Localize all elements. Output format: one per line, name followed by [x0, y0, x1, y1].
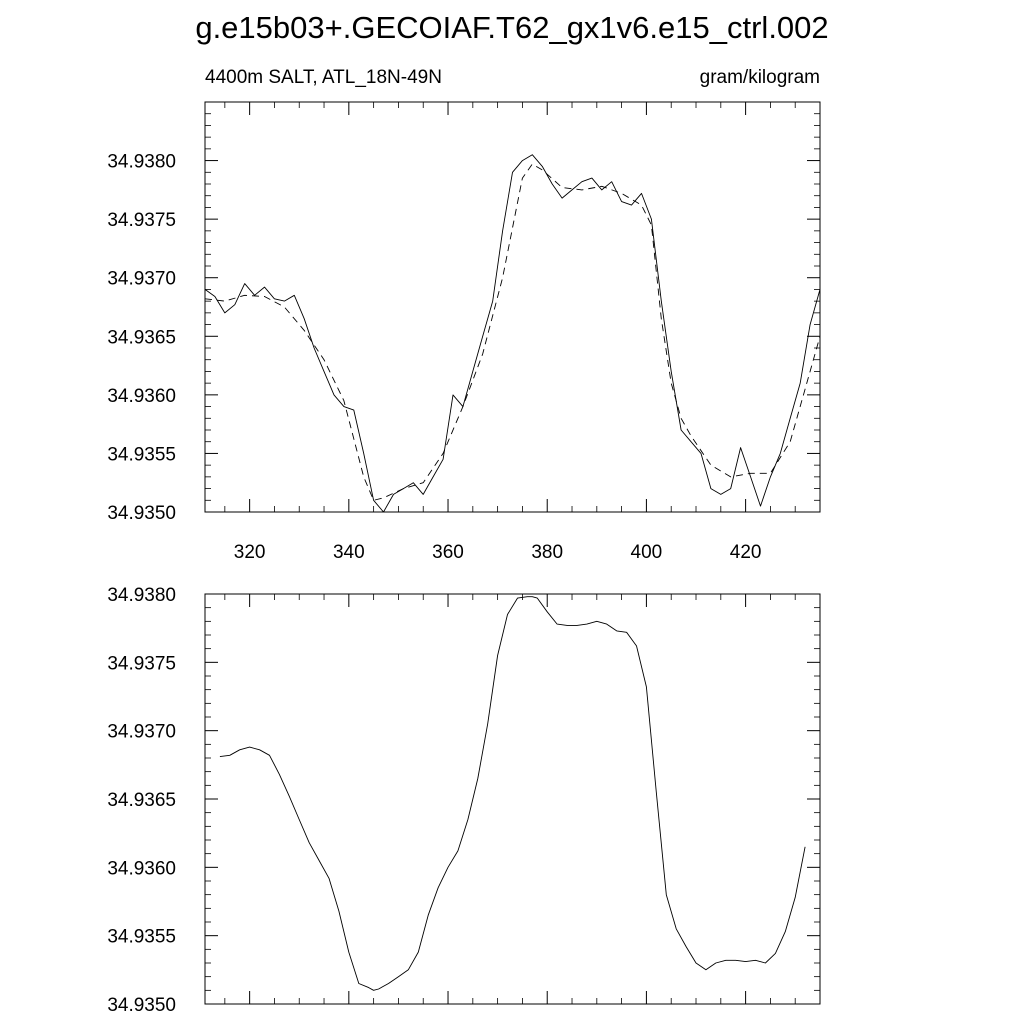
series-line-solid — [204, 154, 821, 513]
y-tick-label: 34.9350 — [107, 995, 176, 1016]
y-tick-label: 34.9365 — [107, 327, 176, 348]
y-tick-label: 34.9375 — [107, 210, 176, 231]
y-tick-label: 34.9365 — [107, 790, 176, 811]
y-tick-label: 34.9370 — [107, 722, 176, 743]
y-tick-label: 34.9375 — [107, 653, 176, 674]
y-tick-label: 34.9350 — [107, 503, 176, 524]
y-tick-label: 34.9380 — [107, 152, 176, 173]
x-tick-label: 420 — [730, 542, 762, 563]
chart-1-plot-frame — [204, 101, 821, 513]
chart-1-ticks: 320 340 360 380 400 420 34.9350 34.9355 34.9360 3… — [107, 101, 821, 563]
chart-1-units: gram/kilogram — [700, 67, 820, 88]
x-tick-label: 380 — [531, 542, 563, 563]
page-title: g.e15b03+.GECOIAF.T62_gx1v6.e15_ctrl.002 — [195, 10, 828, 45]
chart-2-plot-frame — [204, 593, 821, 1005]
y-tick-label: 34.9360 — [107, 858, 176, 879]
x-tick-label: 340 — [333, 542, 365, 563]
chart-1-title: 4400m SALT, ATL_18N-49N — [205, 67, 442, 88]
series-line-dashed — [204, 163, 821, 501]
chart-1-series — [204, 154, 821, 513]
x-tick-label: 360 — [432, 542, 464, 563]
y-tick-label: 34.9360 — [107, 386, 176, 407]
y-tick-label: 34.9380 — [107, 585, 176, 606]
chart-1: 4400m SALT, ATL_18N-49N gram/kilogram 32… — [107, 67, 821, 563]
chart-2-ticks: 34.9350 34.9355 34.9360 34.9365 34.9370 34.93… — [107, 585, 821, 1016]
y-tick-label: 34.9370 — [107, 269, 176, 290]
chart-2: 34.9350 34.9355 34.9360 34.9365 34.9370 34.93… — [107, 585, 821, 1016]
x-tick-label: 320 — [234, 542, 266, 563]
chart-2-series — [219, 596, 806, 991]
x-tick-label: 400 — [631, 542, 663, 563]
y-tick-label: 34.9355 — [107, 927, 176, 948]
y-tick-label: 34.9355 — [107, 444, 176, 465]
series-line-solid — [219, 596, 806, 991]
